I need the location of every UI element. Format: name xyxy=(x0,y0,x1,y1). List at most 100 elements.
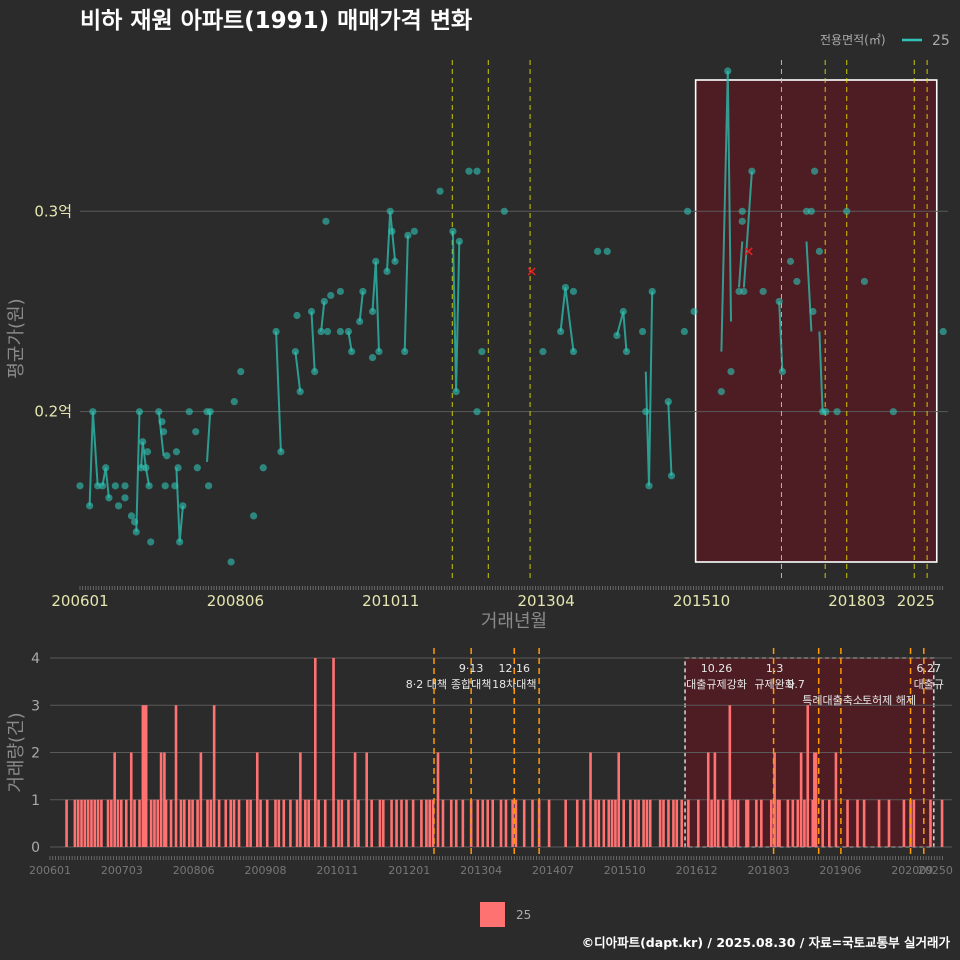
volume-bar xyxy=(93,799,97,847)
volume-bar xyxy=(610,799,614,847)
volume-bar xyxy=(436,752,440,847)
volume-bar xyxy=(411,799,415,847)
volume-bar xyxy=(645,799,649,847)
volume-bar xyxy=(229,799,233,847)
data-point xyxy=(179,502,187,510)
data-point xyxy=(473,408,481,416)
data-point xyxy=(793,277,801,286)
x-tick-label-bottom: 201304 xyxy=(460,864,502,877)
y-tick-label-bottom: 2 xyxy=(31,746,40,762)
data-point xyxy=(807,207,815,215)
legend-entry: 25 xyxy=(932,33,950,49)
top-legend: 전용면적(㎡) 25 xyxy=(820,33,950,49)
data-point xyxy=(344,327,353,336)
volume-bar xyxy=(232,799,236,847)
volume-bar xyxy=(912,799,916,847)
policy-annotation: 12·16 xyxy=(499,662,531,675)
volume-bar xyxy=(370,799,373,847)
volume-bar xyxy=(191,799,194,847)
x-tick-label-bottom: 20250 xyxy=(918,864,953,877)
data-point xyxy=(142,464,150,472)
volume-bar xyxy=(277,799,281,847)
data-point xyxy=(684,207,692,215)
data-point xyxy=(291,347,299,356)
trend-line xyxy=(615,311,628,352)
data-point xyxy=(645,482,653,490)
volume-bar xyxy=(390,799,393,847)
volume-bar xyxy=(803,799,806,847)
volume-bar xyxy=(295,799,299,847)
volume-bar xyxy=(76,799,80,847)
data-point xyxy=(163,452,171,460)
data-point xyxy=(317,327,325,336)
data-point xyxy=(105,494,113,502)
trend-line xyxy=(644,291,654,486)
volume-bar xyxy=(716,799,720,847)
x-tick-label-bottom: 201612 xyxy=(676,864,718,877)
data-point xyxy=(192,428,200,436)
volume-bar xyxy=(100,799,103,847)
x-tick-label: 201803 xyxy=(828,592,885,610)
volume-bar xyxy=(65,799,68,847)
legend-title: 전용면적(㎡) xyxy=(820,33,886,47)
volume-bar xyxy=(786,799,790,847)
volume-bar xyxy=(862,799,866,847)
data-point xyxy=(161,482,169,490)
data-point xyxy=(889,408,897,416)
x-tick-label-bottom: 200908 xyxy=(245,864,287,877)
data-point xyxy=(383,267,391,276)
volume-bar xyxy=(846,799,849,847)
data-point xyxy=(76,482,84,490)
y-tick-label-bottom: 1 xyxy=(31,793,40,809)
volume-bar xyxy=(667,799,670,847)
volume-bar xyxy=(564,799,567,847)
volume-bar xyxy=(697,799,700,847)
x-tick-label-bottom: 201201 xyxy=(388,864,430,877)
trend-line xyxy=(805,241,813,332)
data-point xyxy=(404,231,412,239)
volume-bar xyxy=(183,799,186,847)
volume-bar xyxy=(255,752,259,847)
trend-line xyxy=(320,301,326,332)
volume-bar xyxy=(156,799,160,847)
volume-bar xyxy=(153,799,156,847)
data-point xyxy=(320,297,328,306)
x-marker xyxy=(744,247,753,256)
x-tick-label-bottom: 201407 xyxy=(532,864,574,877)
data-point xyxy=(111,482,119,490)
data-point xyxy=(296,388,304,396)
data-point xyxy=(638,327,647,336)
data-point xyxy=(452,388,460,396)
volume-bar xyxy=(163,752,166,847)
x-tick-label-bottom: 201011 xyxy=(316,864,358,877)
x-tick-label-bottom: 201906 xyxy=(819,864,861,877)
highlight-box xyxy=(694,79,938,563)
trend-line xyxy=(310,311,316,372)
volume-bar xyxy=(481,799,485,847)
volume-bar xyxy=(454,799,458,847)
volume-bar xyxy=(400,799,403,847)
volume-bar xyxy=(106,799,110,847)
data-point xyxy=(539,347,547,356)
volume-bar xyxy=(687,799,690,847)
policy-annotation: 1.3 xyxy=(766,662,784,675)
volume-bar xyxy=(405,799,408,847)
volume-bar xyxy=(476,799,480,847)
volume-bar xyxy=(834,752,838,847)
y-tick-label-bottom: 3 xyxy=(31,698,40,714)
volume-bar xyxy=(274,799,277,847)
trend-line xyxy=(371,261,380,352)
volume-bar xyxy=(814,752,818,847)
volume-bar xyxy=(796,799,800,847)
policy-annotation: 9·13 xyxy=(459,662,484,675)
policy-annotation: 10.26 xyxy=(701,662,733,675)
volume-bar xyxy=(511,799,514,847)
volume-bar xyxy=(425,799,428,847)
volume-bar xyxy=(159,752,163,847)
data-point xyxy=(145,482,153,490)
data-point xyxy=(740,287,748,296)
volume-bar xyxy=(769,799,773,847)
data-point xyxy=(174,464,182,472)
trend-line xyxy=(778,301,784,372)
